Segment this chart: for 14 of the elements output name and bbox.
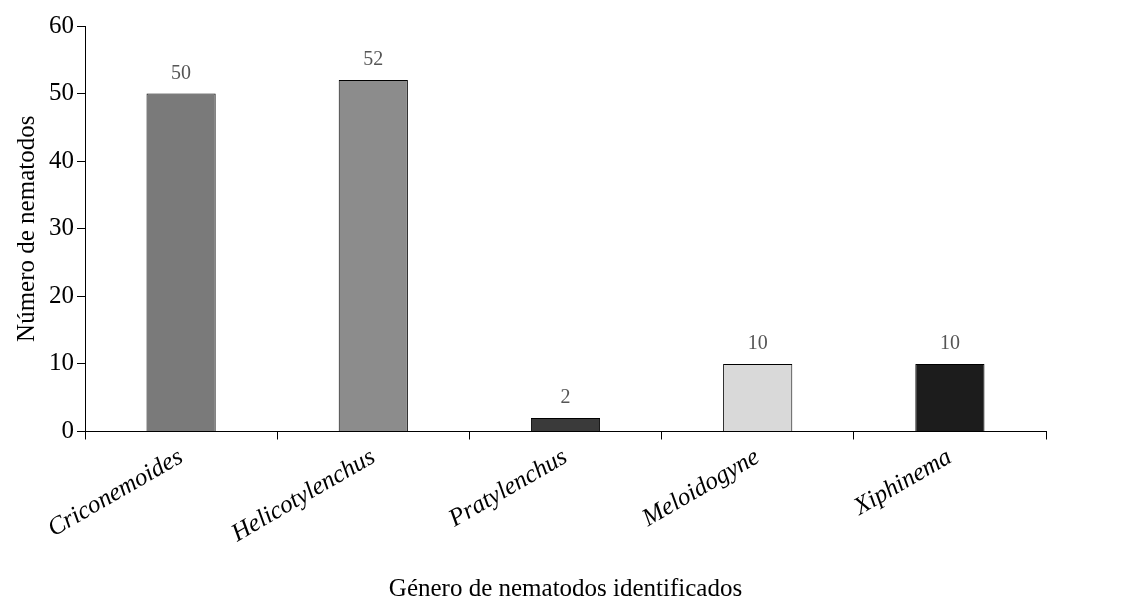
y-axis-title: Número de nematodos [11,115,39,342]
data-label: 10 [747,331,768,354]
x-axis-title: Género de nematodos identificados [388,573,743,601]
data-label: 2 [560,385,571,408]
y-tick-label: 40 [49,145,74,173]
y-tick-label: 20 [49,280,74,308]
y-tick-label: 60 [49,10,74,38]
data-label: 50 [171,60,192,83]
data-label: 52 [363,47,384,70]
data-label: 10 [939,331,960,354]
y-tick-label: 50 [49,78,74,106]
y-tick-label: 0 [61,416,74,444]
y-tick-label: 30 [49,213,74,241]
y-tick-label: 10 [49,348,74,376]
